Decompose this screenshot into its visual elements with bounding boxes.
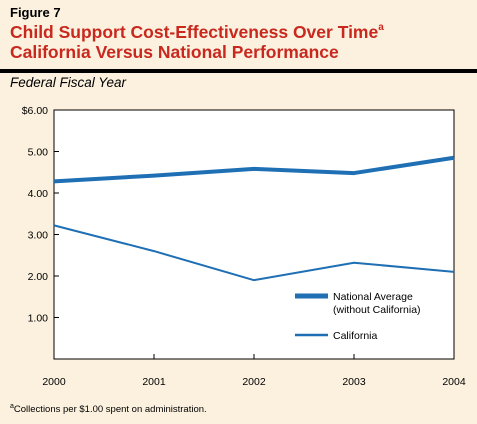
y-axis: 1.00 2.00 3.00 4.00 5.00 $6.00 — [22, 105, 59, 325]
x-tick-label: 2002 — [242, 376, 266, 388]
plot-area — [53, 109, 455, 360]
y-tick-label: 3.00 — [28, 230, 49, 242]
x-tick-label: 2001 — [142, 376, 166, 388]
chart-title-line1: Child Support Cost-Effectiveness Over Ti… — [10, 22, 379, 42]
x-tick-label: 2000 — [42, 376, 66, 388]
y-tick-label: 5.00 — [28, 147, 49, 159]
chart-title-line2: California Versus National Performance — [10, 42, 339, 62]
y-tick-label: 2.00 — [28, 271, 49, 283]
title-footnote-marker: a — [378, 22, 384, 33]
x-tick-label: 2003 — [342, 376, 366, 388]
figure-label: Figure 7 — [10, 5, 61, 20]
legend-label-line2: (without California) — [333, 304, 421, 316]
title-rule — [0, 69, 477, 73]
y-tick-label: 1.00 — [28, 313, 49, 325]
x-tick-label: 2004 — [442, 376, 466, 388]
footnote-text: Collections per $1.00 spent on administr… — [13, 404, 207, 415]
chart-title: Child Support Cost-Effectiveness Over Ti… — [10, 22, 384, 62]
legend: National Average(without California) Cali… — [295, 291, 421, 342]
footnote-marker: a — [10, 403, 14, 410]
y-tick-label: $6.00 — [22, 105, 48, 117]
y-tick-label: 4.00 — [28, 188, 49, 200]
chart-subtitle: Federal Fiscal Year — [10, 75, 127, 90]
legend-label: National Average — [333, 291, 413, 303]
legend-label: California — [333, 330, 378, 342]
x-axis: 2000 2001 2002 2003 2004 — [42, 354, 466, 388]
footnote: aCollections per $1.00 spent on administ… — [10, 403, 207, 415]
line-chart: 1.002.003.004.005.00$6.00 2000 2001 2002 20… — [22, 105, 466, 388]
series-layer — [53, 155, 455, 282]
